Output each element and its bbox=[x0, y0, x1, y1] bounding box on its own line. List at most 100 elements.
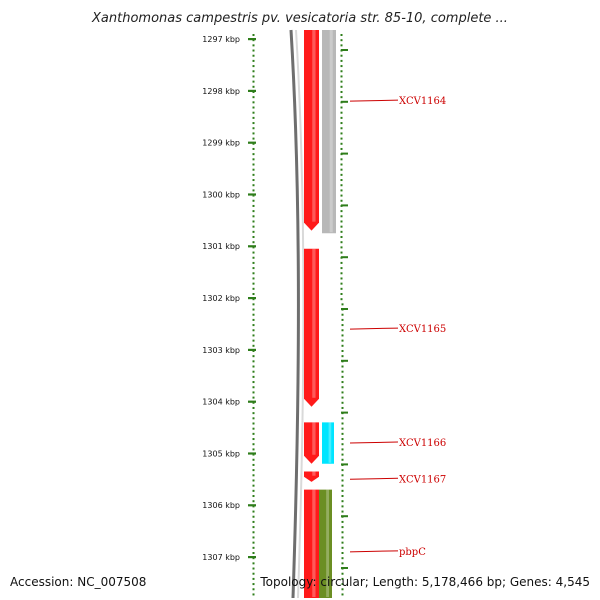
ruler-dot bbox=[252, 562, 255, 565]
ruler-dot bbox=[341, 531, 344, 534]
map-title: Xanthomonas campestris pv. vesicatoria s… bbox=[91, 11, 508, 26]
ruler-dot bbox=[341, 381, 344, 384]
ruler-dot bbox=[341, 557, 344, 560]
ruler-dot bbox=[252, 489, 255, 492]
ruler-major-tick-right bbox=[341, 49, 348, 51]
gene-label-xcv1164: XCV1164 bbox=[399, 96, 446, 107]
ruler-dot bbox=[341, 593, 344, 596]
ruler-dot bbox=[252, 49, 255, 52]
ruler-dot bbox=[341, 552, 344, 554]
ruler-dot bbox=[340, 142, 343, 145]
ruler-dot bbox=[340, 298, 343, 301]
ruler-dot bbox=[340, 220, 343, 223]
ruler-dot bbox=[252, 34, 255, 36]
gene-highlight bbox=[312, 422, 316, 455]
ruler-dot bbox=[252, 236, 255, 239]
ruler-dot bbox=[252, 329, 255, 332]
ruler-dot bbox=[341, 391, 344, 394]
ruler-dot bbox=[340, 75, 343, 78]
ruler-major-tick bbox=[248, 400, 256, 403]
ruler-dot bbox=[252, 567, 255, 570]
ruler-dot bbox=[252, 495, 255, 498]
ruler-dot bbox=[252, 526, 255, 529]
tick-label: 1300 kbp bbox=[202, 190, 240, 199]
ruler-dot bbox=[252, 588, 255, 591]
gene-cyan bbox=[322, 422, 334, 464]
ruler-dot bbox=[252, 101, 255, 104]
ruler-dot bbox=[340, 225, 343, 228]
ruler-dot bbox=[341, 422, 344, 425]
ruler-dot bbox=[340, 111, 343, 114]
ruler-dot bbox=[340, 96, 343, 99]
gene-red-pbpc bbox=[304, 489, 319, 598]
ruler-dot bbox=[252, 432, 255, 435]
ruler-dot bbox=[252, 147, 255, 150]
ruler-dot bbox=[252, 443, 255, 446]
gene-highlight bbox=[312, 30, 316, 222]
ruler-dot bbox=[252, 287, 255, 290]
ruler-dot bbox=[252, 406, 255, 409]
ruler-dot bbox=[252, 417, 255, 420]
ruler-dot bbox=[252, 44, 255, 47]
ruler-dot bbox=[341, 406, 344, 409]
ruler-dot bbox=[252, 85, 255, 88]
ruler-dot bbox=[252, 339, 255, 342]
ruler-major-tick bbox=[248, 452, 256, 455]
ruler-dot bbox=[252, 479, 255, 482]
ruler-dot bbox=[252, 106, 255, 109]
ruler-dot bbox=[252, 256, 255, 259]
ruler-dot bbox=[341, 417, 344, 420]
ruler-dot bbox=[341, 349, 344, 352]
ruler-dot bbox=[252, 541, 255, 544]
ruler-dot bbox=[252, 515, 255, 518]
ruler-dot bbox=[341, 583, 344, 586]
ruler-dot bbox=[252, 163, 255, 166]
ruler-major-tick-right bbox=[341, 152, 348, 155]
gene-label-xcv1166: XCV1166 bbox=[399, 438, 446, 449]
gene-red-xcv1167 bbox=[304, 471, 319, 482]
ruler-dot bbox=[252, 510, 255, 513]
backbone-strand-outer bbox=[289, 29, 300, 599]
ruler-major-tick-right bbox=[341, 463, 348, 466]
ruler-dot bbox=[341, 541, 344, 544]
ruler-major-tick-right bbox=[341, 256, 348, 259]
ruler-dot bbox=[341, 396, 344, 399]
gene-labels: XCV1164 XCV1165 XCV1166 XCV1167 pbpC bbox=[349, 96, 446, 558]
ruler-major-tick bbox=[248, 556, 256, 559]
ruler-dot bbox=[252, 137, 255, 140]
ruler-dot bbox=[252, 583, 255, 586]
ruler-dot bbox=[340, 39, 343, 42]
tick-label: 1299 kbp bbox=[202, 139, 240, 148]
ruler-dot bbox=[341, 526, 344, 529]
ruler-dot bbox=[340, 179, 343, 182]
ruler-dot bbox=[340, 168, 343, 171]
ruler-dot bbox=[341, 495, 344, 498]
ruler-dot bbox=[340, 116, 343, 119]
ruler-dot bbox=[341, 427, 344, 430]
ruler-dot bbox=[341, 489, 344, 492]
ruler-dot bbox=[252, 370, 255, 373]
ruler-dot bbox=[341, 453, 344, 456]
ruler-major-tick-right bbox=[341, 359, 348, 362]
ruler-dot bbox=[341, 458, 344, 461]
label-leader-line bbox=[349, 327, 399, 330]
ruler-dot bbox=[252, 116, 255, 119]
ruler-dot bbox=[340, 215, 343, 218]
ruler-dot bbox=[252, 241, 255, 244]
ruler-dot bbox=[340, 267, 343, 270]
ruler-dot bbox=[252, 215, 255, 218]
ruler-dot bbox=[341, 375, 344, 378]
ruler-major-tick bbox=[248, 297, 256, 300]
ruler-dot bbox=[252, 334, 255, 337]
ruler-dot bbox=[252, 469, 255, 472]
ruler-dot bbox=[341, 577, 344, 580]
ruler-dot bbox=[340, 106, 343, 109]
ruler-dot bbox=[340, 189, 343, 192]
ruler-dot bbox=[252, 225, 255, 228]
ruler-dot bbox=[252, 318, 255, 321]
ruler-dot bbox=[341, 536, 344, 539]
gene-red-xcv1164 bbox=[304, 30, 319, 231]
ruler-dot bbox=[340, 127, 343, 130]
ruler-dot bbox=[341, 505, 344, 508]
